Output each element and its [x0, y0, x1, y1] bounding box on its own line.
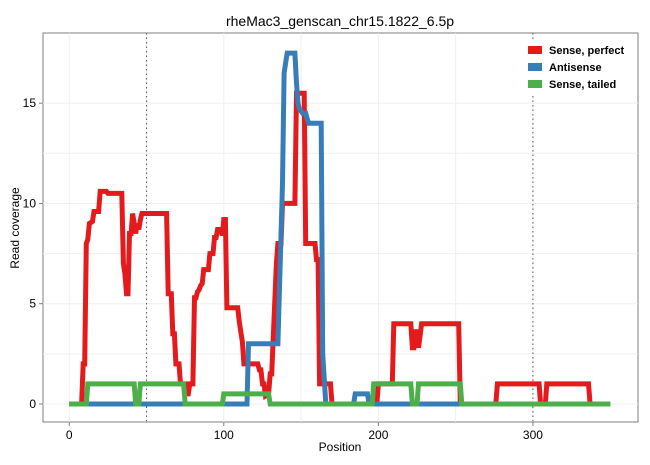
x-tick-label: 0: [66, 428, 73, 442]
y-tick-label: 0: [29, 397, 36, 411]
legend-swatch: [528, 63, 542, 71]
legend: Sense, perfect Antisense Sense, tailed: [524, 41, 630, 96]
x-axis-ticks: 0 100 200 300: [66, 422, 543, 442]
y-tick-label: 10: [23, 196, 37, 210]
legend-swatch: [528, 46, 542, 54]
legend-label: Antisense: [549, 62, 602, 74]
legend-swatch: [528, 80, 542, 88]
y-tick-label: 15: [23, 96, 37, 110]
y-axis-ticks: 0 5 10 15: [23, 96, 43, 411]
x-tick-label: 300: [523, 428, 543, 442]
x-tick-label: 100: [214, 428, 234, 442]
series-line: [69, 381, 611, 407]
x-axis-label: Position: [319, 440, 362, 454]
reference-lines: [146, 33, 534, 422]
chart-title: rheMac3_genscan_chr15.1822_6.5p: [226, 13, 454, 29]
series-line: [69, 90, 611, 407]
x-tick-label: 200: [368, 428, 388, 442]
y-tick-label: 5: [29, 297, 36, 311]
y-axis-label: Read coverage: [8, 187, 22, 269]
legend-label: Sense, tailed: [549, 79, 616, 91]
plot-panel: [42, 32, 639, 423]
legend-label: Sense, perfect: [549, 45, 625, 57]
series-lines: [69, 50, 611, 407]
